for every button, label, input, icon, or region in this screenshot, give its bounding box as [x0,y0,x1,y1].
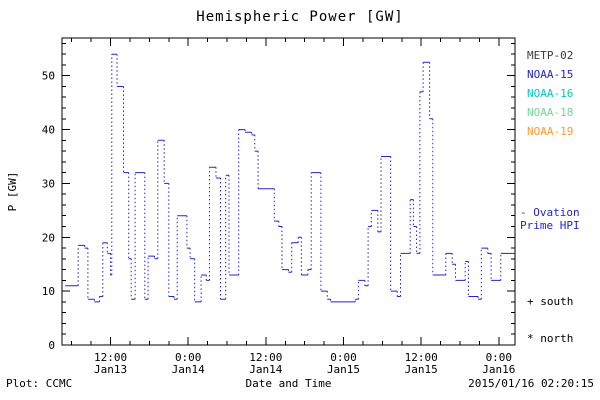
x-tick-date-label: Jan15 [327,363,360,376]
x-tick-time-label: 0:00 [330,351,357,364]
north-marker-label: * north [527,332,574,345]
chart-title: Hemispheric Power [GW] [196,9,404,25]
x-tick-date-label: Jan14 [172,363,205,376]
ovation-line2: Prime HPI [520,219,580,232]
plot-source-label: Plot: CCMC [6,377,73,390]
x-axis-title: Date and Time [245,377,332,390]
axes-box [61,37,516,346]
x-tick-time-label: 12:00 [249,351,282,364]
legend-item-noaa-16: NOAA-16 [527,87,574,100]
legend-item-noaa-15: NOAA-15 [527,68,574,81]
y-tick-label: 50 [42,70,55,83]
x-tick-date-label: Jan16 [482,363,515,376]
x-tick-time-label: 0:00 [486,351,513,364]
y-axis-title: P [GW] [6,172,19,212]
legend-item-metp-02: METP-02 [527,49,574,62]
satellite-legend: METP-02 NOAA-15 NOAA-16 NOAA-18 NOAA-19 [527,46,573,141]
y-tick-label: 0 [48,339,55,352]
legend-item-noaa-19: NOAA-19 [527,125,574,138]
x-tick-time-label: 12:00 [405,351,438,364]
x-tick-date-label: Jan13 [94,363,127,376]
legend-item-noaa-18: NOAA-18 [527,106,574,119]
x-tick-date-label: Jan15 [405,363,438,376]
x-tick-time-label: 0:00 [175,351,202,364]
ovation-prime-label: - Ovation Prime HPI [520,206,580,232]
y-tick-label: 40 [42,124,55,137]
south-marker-label: + south [527,295,574,308]
plot-timestamp: 2015/01/16 02:20:15 [468,377,594,390]
hpi-step-line [65,53,515,303]
axis-ticks [62,38,515,346]
hpi-step-connectors [77,54,502,302]
x-tick-time-label: 12:00 [94,351,127,364]
x-tick-date-label: Jan14 [249,363,282,376]
ovation-line1: - Ovation [520,206,580,219]
y-tick-label: 20 [42,231,55,244]
y-tick-label: 30 [42,177,55,190]
y-tick-label: 10 [42,285,55,298]
